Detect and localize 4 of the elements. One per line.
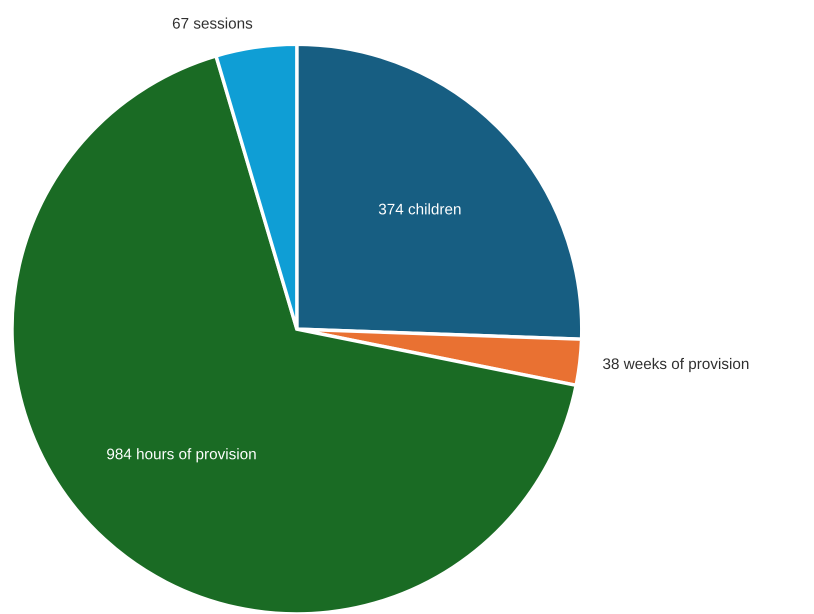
slice-label: 984 hours of provision bbox=[107, 448, 256, 462]
slice-label: 374 children bbox=[378, 203, 460, 214]
slice-label: 67 sessions bbox=[172, 17, 252, 29]
slice-label: 38 weeks of provision bbox=[603, 358, 748, 372]
